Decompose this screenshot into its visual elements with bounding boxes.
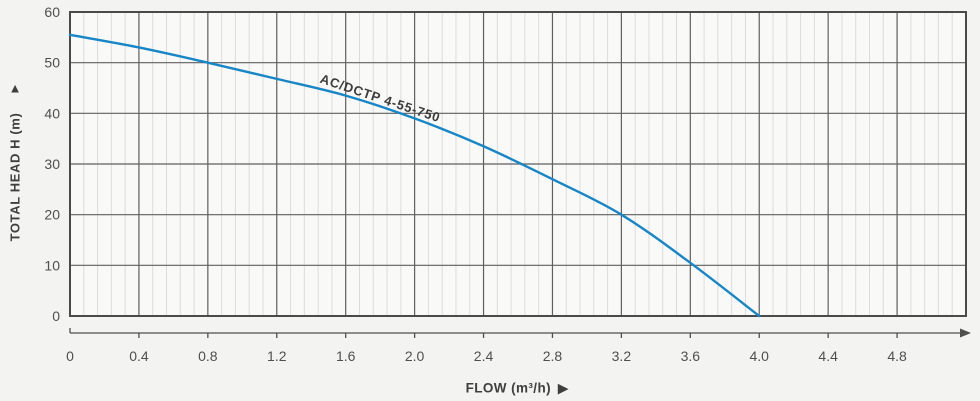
x-tick-label: 1.2: [267, 348, 287, 364]
x-tick-label: 4.8: [887, 348, 907, 364]
y-tick-label: 40: [44, 105, 60, 121]
y-tick-label: 0: [52, 308, 60, 324]
y-tick-label: 60: [44, 4, 60, 20]
x-axis-title: FLOW (m³/h) ▶: [466, 381, 569, 396]
right-arrow-icon: ▶: [557, 380, 569, 396]
x-tick-label: 0.8: [198, 348, 218, 364]
x-tick-label: 3.2: [612, 348, 632, 364]
y-axis-title: TOTAL HEAD H (m): [7, 112, 23, 242]
y-tick-label: 30: [44, 156, 60, 172]
y-tick-label: 20: [44, 207, 60, 223]
x-tick-label: 1.6: [336, 348, 356, 364]
x-tick-label: 4.4: [818, 348, 838, 364]
x-tick-label: 4.0: [749, 348, 769, 364]
pump-curve: [68, 33, 761, 318]
x-tick-label: 2.4: [474, 348, 494, 364]
plot-border: [69, 11, 967, 317]
x-axis-arrowhead: [960, 328, 971, 338]
x-tick-label: 0.4: [129, 348, 149, 364]
x-tick-label: 0: [66, 348, 74, 364]
x-tick-label: 2.0: [405, 348, 425, 364]
x-axis-title-text: FLOW (m³/h): [465, 380, 551, 396]
y-tick-label: 10: [44, 257, 60, 273]
x-tick-label: 3.6: [681, 348, 701, 364]
x-tick-label: 2.8: [543, 348, 563, 364]
y-tick-label: 50: [44, 55, 60, 71]
up-arrow-icon: ▲: [8, 80, 22, 96]
